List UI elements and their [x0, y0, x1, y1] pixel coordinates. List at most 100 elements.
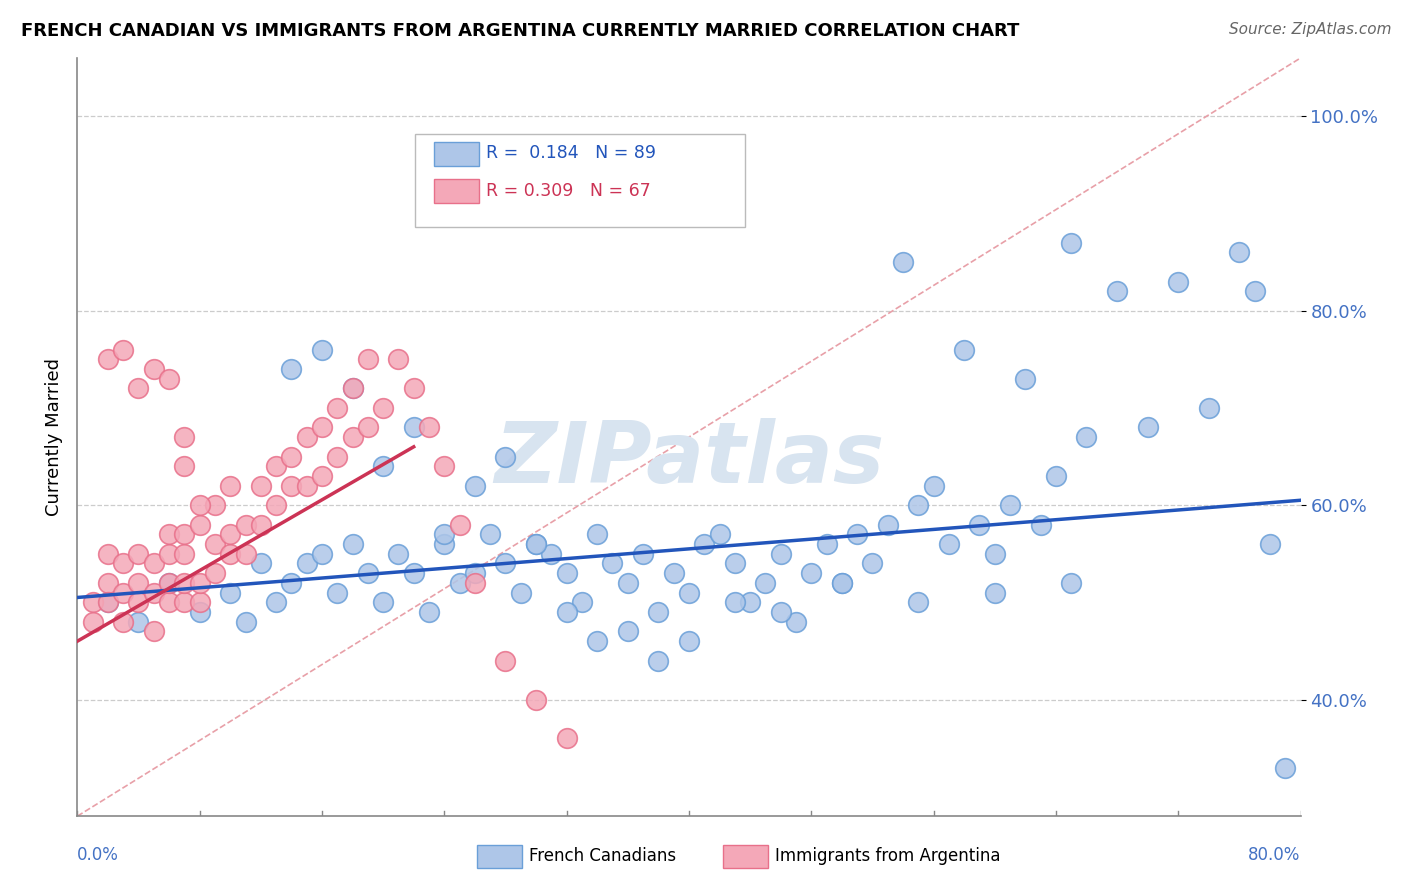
Point: [82, 615, 104, 629]
Point: [112, 343, 135, 357]
Point: [831, 575, 853, 590]
Point: [586, 634, 609, 648]
Point: [1060, 575, 1083, 590]
Point: [173, 547, 195, 561]
Point: [295, 557, 318, 571]
Point: [617, 575, 640, 590]
Point: [142, 624, 165, 639]
Point: [631, 547, 654, 561]
Point: [769, 605, 792, 619]
Point: [891, 255, 914, 269]
Point: [754, 575, 776, 590]
Point: [295, 478, 318, 492]
Point: [1136, 420, 1159, 434]
Point: [326, 585, 349, 599]
Text: R = 0.309   N = 67: R = 0.309 N = 67: [486, 182, 651, 200]
Point: [264, 498, 287, 512]
Point: [219, 547, 242, 561]
Point: [157, 527, 180, 541]
Point: [1274, 761, 1296, 775]
Point: [464, 575, 486, 590]
Text: ZIPatlas: ZIPatlas: [494, 418, 884, 501]
Point: [157, 372, 180, 386]
Point: [173, 595, 195, 609]
Point: [449, 517, 471, 532]
Text: Immigrants from Argentina: Immigrants from Argentina: [775, 847, 1000, 865]
Text: Source: ZipAtlas.com: Source: ZipAtlas.com: [1229, 22, 1392, 37]
Point: [295, 430, 318, 444]
Point: [1258, 537, 1281, 551]
Point: [495, 557, 517, 571]
Point: [112, 615, 135, 629]
Point: [1076, 430, 1098, 444]
Text: FRENCH CANADIAN VS IMMIGRANTS FROM ARGENTINA CURRENTLY MARRIED CORRELATION CHART: FRENCH CANADIAN VS IMMIGRANTS FROM ARGEN…: [21, 22, 1019, 40]
Point: [1107, 285, 1129, 299]
Point: [1198, 401, 1220, 415]
Point: [250, 478, 273, 492]
Point: [264, 595, 287, 609]
Point: [204, 498, 226, 512]
Point: [740, 595, 762, 609]
Point: [1060, 235, 1083, 250]
Point: [769, 547, 792, 561]
Point: [998, 498, 1021, 512]
Point: [785, 615, 807, 629]
Point: [188, 517, 211, 532]
Point: [250, 517, 273, 532]
Point: [264, 459, 287, 474]
Point: [157, 575, 180, 590]
Point: [97, 352, 120, 367]
Point: [342, 382, 364, 396]
Point: [1029, 517, 1052, 532]
Point: [173, 459, 195, 474]
Point: [219, 585, 242, 599]
Point: [127, 615, 149, 629]
Point: [204, 537, 226, 551]
Point: [922, 478, 945, 492]
Point: [280, 575, 302, 590]
Point: [678, 634, 700, 648]
Point: [157, 575, 180, 590]
Point: [280, 450, 302, 464]
Point: [188, 595, 211, 609]
Point: [342, 430, 364, 444]
Point: [127, 547, 149, 561]
Point: [342, 537, 364, 551]
Point: [418, 605, 440, 619]
Point: [984, 547, 1007, 561]
Point: [326, 401, 349, 415]
Point: [142, 585, 165, 599]
Point: [97, 595, 120, 609]
Point: [173, 430, 195, 444]
Point: [724, 595, 747, 609]
Point: [953, 343, 976, 357]
Point: [479, 527, 502, 541]
Point: [1229, 245, 1251, 260]
Point: [464, 478, 486, 492]
Point: [311, 469, 333, 483]
Point: [127, 382, 149, 396]
Point: [311, 420, 333, 434]
Point: [387, 547, 409, 561]
Point: [235, 517, 257, 532]
Point: [157, 595, 180, 609]
Text: 80.0%: 80.0%: [1249, 846, 1301, 864]
Point: [188, 498, 211, 512]
Point: [495, 450, 517, 464]
Point: [112, 557, 135, 571]
Point: [188, 605, 211, 619]
Point: [188, 575, 211, 590]
Point: [524, 692, 547, 706]
Point: [250, 557, 273, 571]
Point: [862, 557, 884, 571]
Point: [357, 352, 380, 367]
Point: [464, 566, 486, 581]
Point: [311, 547, 333, 561]
Point: [326, 450, 349, 464]
Point: [800, 566, 823, 581]
Point: [647, 654, 669, 668]
Point: [1014, 372, 1036, 386]
Point: [433, 537, 456, 551]
Point: [127, 575, 149, 590]
Point: [555, 731, 578, 746]
